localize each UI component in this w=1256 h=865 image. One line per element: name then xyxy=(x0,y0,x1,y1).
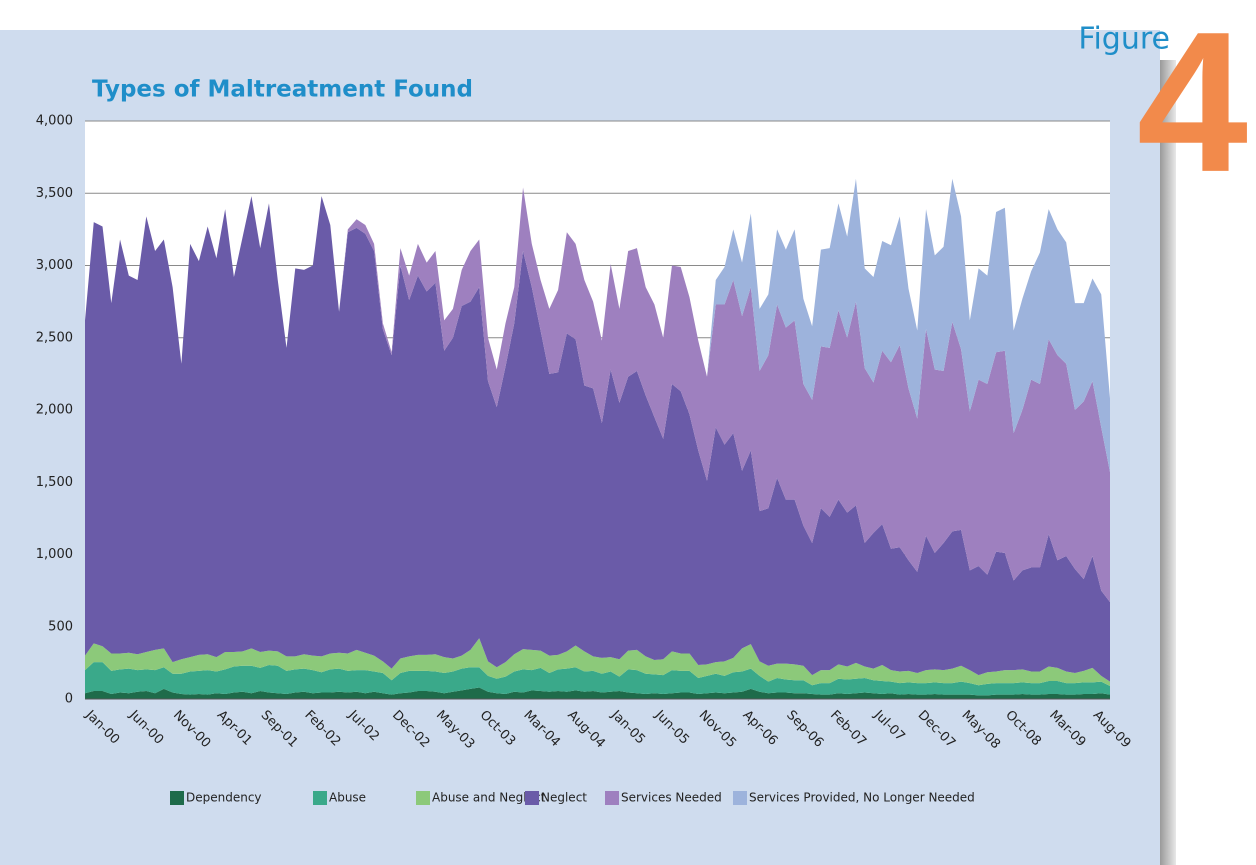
area xyxy=(85,638,1110,686)
legend-label: Neglect xyxy=(541,791,587,805)
areas xyxy=(85,120,1110,700)
chart-title: Types of Maltreatment Found xyxy=(92,77,473,103)
area xyxy=(85,687,1110,699)
y-tick-label: 4,000 xyxy=(36,114,73,129)
legend-label: Services Needed xyxy=(621,791,722,805)
legend-swatch xyxy=(733,791,747,805)
y-tick-label: 0 xyxy=(65,692,73,707)
legend-swatch xyxy=(416,791,430,805)
area xyxy=(85,196,1110,682)
legend-swatch xyxy=(525,791,539,805)
figure-label: Figure xyxy=(1078,22,1170,57)
y-tick-label: 2,000 xyxy=(36,403,73,418)
y-tick-label: 500 xyxy=(48,619,73,634)
y-tick-label: 2,500 xyxy=(36,330,73,345)
legend-swatch xyxy=(313,791,327,805)
area xyxy=(85,178,1110,473)
legend-label: Services Provided, No Longer Needed xyxy=(749,791,975,805)
legend-swatch xyxy=(170,791,184,805)
legend-label: Abuse and Neglect xyxy=(432,791,546,805)
y-tick-label: 3,500 xyxy=(36,186,73,201)
legend-label: Abuse xyxy=(329,791,366,805)
area xyxy=(85,187,1110,603)
legend-swatch xyxy=(605,791,619,805)
figure-number: 4 xyxy=(1137,0,1248,214)
panel-shadow xyxy=(1160,60,1176,865)
area xyxy=(85,662,1110,696)
y-tick-label: 1,500 xyxy=(36,475,73,490)
y-tick-label: 1,000 xyxy=(36,547,73,562)
legend-label: Dependency xyxy=(186,791,262,805)
y-tick-label: 3,000 xyxy=(36,258,73,273)
